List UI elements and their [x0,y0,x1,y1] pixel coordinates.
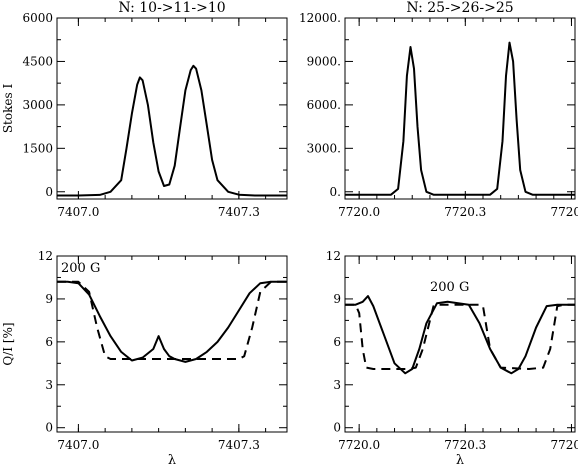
solid-series-line [345,41,575,196]
y-axis-label: Q/I [%] [1,322,15,365]
y-tick-label: 3000. [307,141,341,155]
x-axis-label: λ [456,453,464,466]
plot-frame [56,255,288,433]
dashed-series-line [57,280,287,360]
x-tick-label: 7720.3 [444,438,486,452]
y-tick-label: 12 [326,249,341,263]
y-tick-label: 3000 [22,98,53,112]
panel-title: N: 25->26->25 [406,0,513,16]
y-tick-label: 9 [45,292,53,306]
panel-1: 0 1500 3000 4500 6000 7407.0 7407.3 N: 10->11->… [1,0,288,219]
y-tick-label: 0 [45,185,53,199]
y-tick-label: 9 [333,292,341,306]
solid-series-line [57,64,287,197]
y-tick-label: 6 [333,335,341,349]
y-tick-label: 3 [45,378,53,392]
y-tick-label: 9000. [307,54,341,68]
y-tick-label: 6000 [22,11,53,25]
plot-frame [344,17,576,200]
solid-series-line [57,280,287,363]
field-strength-annotation: 200 G [430,280,469,295]
panel-3: 0 3 6 9 12 7407.0 7407.3 Q/I [%] λ 200 G [1,249,288,466]
y-axis-label: Stokes I [1,84,15,134]
y-tick-label: 1500 [22,141,53,155]
y-tick-label: 0 [333,421,341,435]
y-tick-label: 12000. [299,11,341,25]
x-tick-label: 7720.0 [338,205,380,219]
x-tick-label: 7720.0 [338,438,380,452]
x-tick-label: 7407.0 [57,205,99,219]
y-tick-label: 6 [45,335,53,349]
solid-series-line [345,295,575,375]
plot-frame [56,17,288,200]
field-strength-annotation: 200 G [61,261,100,276]
x-tick-label: 7407.3 [218,205,260,219]
panel-4: 0 3 6 9 12 7720.0 7720.3 7720.6 λ 200 G [326,249,578,466]
panel-title: N: 10->11->10 [118,0,225,16]
x-tick-label: 7407.3 [218,438,260,452]
x-tick-label: 7407.0 [57,438,99,452]
x-tick-label: 7720.3 [444,205,486,219]
x-axis-label: λ [168,453,176,466]
y-tick-label: 0. [330,185,341,199]
y-tick-label: 6000. [307,98,341,112]
x-tick-label: 7720.6 [550,205,578,219]
x-tick-label: 7720.6 [550,438,578,452]
y-tick-label: 0 [45,421,53,435]
y-tick-label: 12 [38,249,53,263]
y-tick-label: 3 [333,378,341,392]
panel-2: 0. 3000. 6000. 9000. 12000. 7720.0 7720.3 7720.… [299,0,578,219]
y-tick-label: 4500 [22,54,53,68]
plot-frame [344,255,576,433]
dashed-series-line [345,303,575,370]
